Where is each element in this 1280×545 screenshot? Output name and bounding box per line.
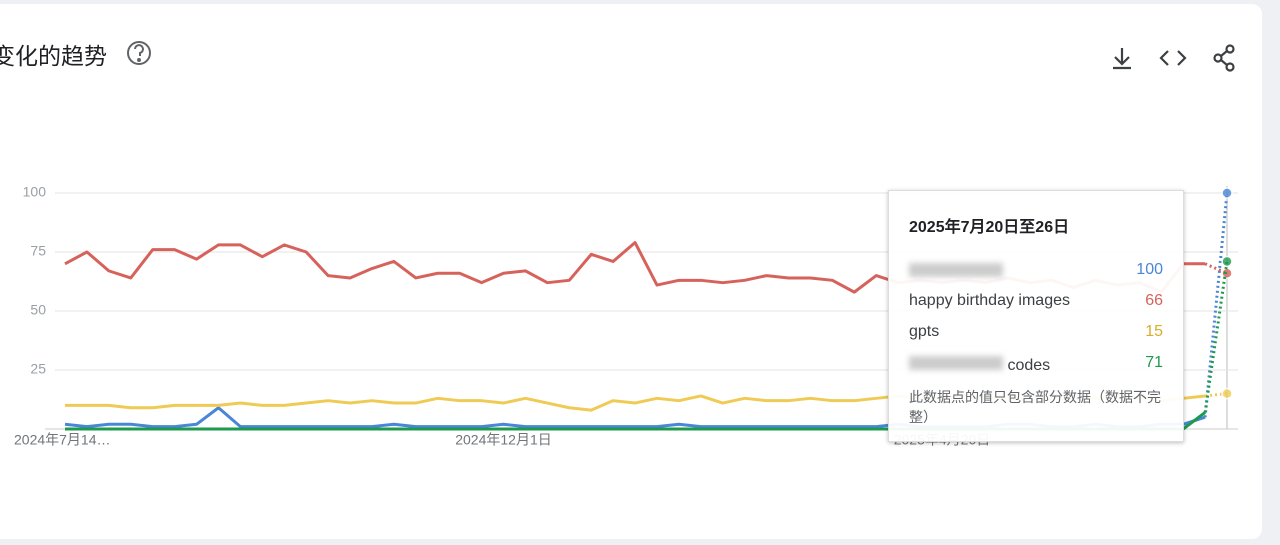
tooltip-name: gpts <box>909 323 940 340</box>
partial-segment <box>1204 392 1228 398</box>
tooltip-row: gpts 15 <box>909 323 1163 354</box>
tooltip: 2025年7月20日至26日 100 happy birthday images… <box>888 190 1184 442</box>
help-icon[interactable] <box>127 41 151 65</box>
y-tick-label: 25 <box>30 361 46 377</box>
tooltip-row: 100 <box>909 261 1163 292</box>
partial-segment <box>1203 192 1229 418</box>
blurred-name <box>909 263 1003 277</box>
title: 变化的趋势 <box>0 43 107 69</box>
tooltip-value: 66 <box>1145 292 1163 309</box>
tooltip-value: 15 <box>1145 323 1163 340</box>
embed-icon[interactable] <box>1159 50 1187 66</box>
tooltip-value: 100 <box>1136 261 1163 278</box>
tooltip-note: 此数据点的值只包含部分数据（数据不完整） <box>909 389 1161 425</box>
partial-segment <box>1203 261 1229 413</box>
y-tick-label: 50 <box>30 302 46 318</box>
tooltip-name: codes <box>1007 357 1051 374</box>
hover-point <box>1221 387 1233 400</box>
hover-point <box>1221 255 1233 268</box>
tooltip-title: 2025年7月20日至26日 <box>909 219 1070 236</box>
card: 变化的趋势 25 50 75 100 2024年7月14… 2024年12月1日 2025年… <box>0 4 1262 539</box>
hover-point <box>1221 187 1233 199</box>
x-tick-label: 2024年7月14… <box>14 432 111 448</box>
y-tick-label: 100 <box>23 184 47 200</box>
download-icon[interactable] <box>1113 48 1131 70</box>
tooltip-row: codes 71 <box>909 354 1163 385</box>
x-tick-label: 2024年12月1日 <box>455 432 552 448</box>
share-icon[interactable] <box>1213 44 1235 72</box>
blurred-name <box>909 356 1003 370</box>
y-tick-label: 75 <box>30 243 46 259</box>
partial-segment <box>1204 262 1228 275</box>
tooltip-name: happy birthday images <box>909 292 1070 309</box>
tooltip-row: happy birthday images 66 <box>909 292 1163 323</box>
tooltip-value: 71 <box>1145 354 1163 371</box>
